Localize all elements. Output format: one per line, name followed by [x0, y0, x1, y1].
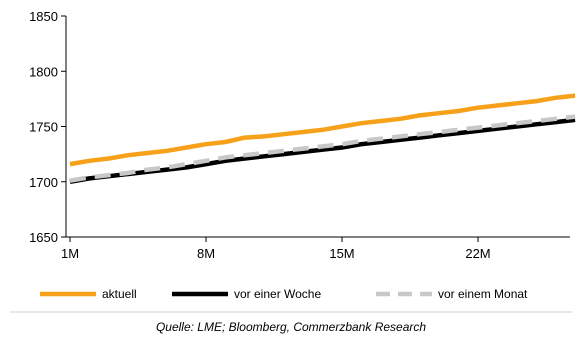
x-tick-label: 15M — [329, 246, 354, 261]
x-tick-label: 22M — [465, 246, 490, 261]
series-layer — [69, 93, 576, 185]
series-line-aktuell — [69, 93, 576, 167]
x-tick-label: 1M — [61, 246, 79, 261]
source-note: Quelle: LME; Bloomberg, Commerzbank Rese… — [155, 320, 427, 334]
series-line-vor-einem-monat — [69, 114, 576, 183]
legend-label: vor einer Woche — [234, 287, 321, 301]
x-tick-label: 8M — [197, 246, 215, 261]
legend: aktuell vor einer Woche vor einem Monat — [40, 287, 528, 301]
y-tick-label: 1700 — [29, 175, 58, 190]
y-tick-label: 1750 — [29, 120, 58, 135]
legend-label: vor einem Monat — [438, 287, 528, 301]
legend-label: aktuell — [102, 287, 137, 301]
y-tick-label: 1800 — [29, 64, 58, 79]
y-tick-label: 1850 — [29, 9, 58, 24]
y-tick-label: 1650 — [29, 230, 58, 245]
